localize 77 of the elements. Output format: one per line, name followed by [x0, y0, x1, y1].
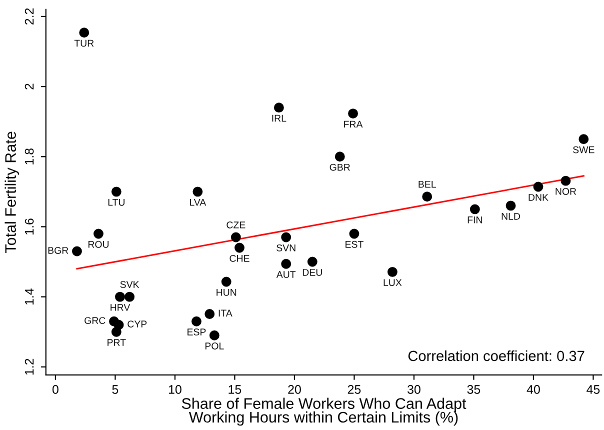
point	[470, 204, 480, 214]
data-label: SVK	[120, 281, 140, 288]
data-label: PRT	[108, 339, 126, 346]
annotation: Correlation coefficient: 0.37	[408, 350, 584, 362]
point	[94, 228, 104, 239]
x-axis-title: Share of Female Workers Who Can Adapt Working Hours within Certain Limits (%)	[182, 398, 466, 426]
data-label: IRL	[272, 114, 286, 122]
point	[307, 256, 318, 267]
point	[387, 266, 398, 277]
x-tick-label: 5	[112, 385, 118, 394]
data-label: LTU	[108, 198, 124, 206]
data-label: HRV	[110, 304, 130, 311]
data-label: DNK	[528, 194, 548, 201]
data-label: NOR	[556, 188, 576, 195]
point	[79, 28, 90, 38]
data-label: CYP	[128, 320, 147, 328]
x-tick-label: 30	[407, 385, 420, 394]
point	[560, 176, 571, 186]
point	[111, 186, 122, 197]
point	[115, 292, 125, 302]
data-label: DEU	[302, 269, 322, 276]
data-label: EST	[346, 240, 364, 248]
y-tick-label: 2.2	[24, 8, 34, 25]
y-tick-label: 1.8	[24, 148, 34, 164]
x-tick-label: 0	[52, 385, 58, 394]
data-label: BEL	[418, 180, 436, 188]
point	[72, 246, 82, 256]
data-label: ESP	[188, 328, 206, 336]
data-label: HUN	[216, 289, 236, 296]
data-label: CHE	[230, 254, 250, 262]
data-label: ITA	[218, 310, 232, 316]
x-tick-label: 15	[228, 385, 242, 394]
point	[230, 232, 241, 242]
point	[349, 228, 360, 239]
point	[192, 316, 202, 326]
point	[578, 134, 589, 144]
x-tick-label: 40	[526, 385, 540, 394]
data-label: LVA	[190, 198, 206, 206]
point	[204, 309, 215, 319]
data-label: ROU	[88, 240, 109, 248]
data-label: GRC	[84, 317, 106, 324]
point	[281, 232, 292, 242]
y-axis-title: Total Fertility Rate	[4, 132, 19, 253]
data-label: CZE	[226, 221, 246, 228]
point	[334, 152, 345, 162]
point	[209, 330, 220, 340]
point	[274, 102, 284, 113]
y-tick-label: 1.4	[24, 288, 34, 305]
data-label: LUX	[384, 279, 402, 286]
point	[192, 186, 203, 197]
point	[422, 192, 432, 202]
x-tick-label: 45	[586, 385, 600, 394]
point	[124, 292, 135, 302]
y-tick-label: 1.6	[24, 218, 34, 234]
data-label: TUR	[74, 40, 94, 47]
x-tick-label: 10	[168, 385, 182, 394]
data-label: BGR	[48, 246, 68, 254]
point	[111, 326, 122, 337]
point	[281, 258, 292, 269]
x-tick-label: 20	[288, 385, 301, 394]
x-tick-label: 35	[467, 385, 480, 394]
point	[348, 108, 358, 119]
data-label: FIN	[468, 216, 482, 224]
data-label: AUT	[276, 271, 296, 278]
x-tick-label: 25	[348, 385, 361, 394]
point	[533, 182, 544, 192]
point	[506, 200, 516, 211]
data-label: NLD	[502, 213, 520, 220]
y-tick-label: 2	[24, 84, 34, 90]
data-label: GBR	[330, 164, 350, 171]
data-label: POL	[205, 342, 224, 350]
y-tick-label: 1.2	[24, 358, 34, 375]
point	[234, 242, 244, 253]
data-label: SVN	[276, 244, 296, 252]
data-label: SWE	[573, 146, 594, 154]
point	[221, 276, 232, 287]
data-label: FRA	[344, 120, 363, 128]
